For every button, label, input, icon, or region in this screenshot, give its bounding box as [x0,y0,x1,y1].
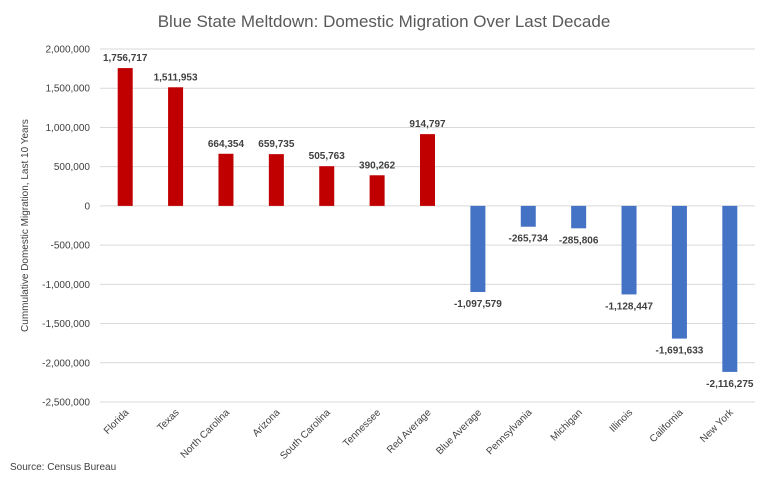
data-label: 1,511,953 [154,72,198,83]
y-tick-label: -2,000,000 [42,358,90,369]
y-tick-label: 1,000,000 [46,123,91,134]
x-category-label: Texas [155,407,181,433]
data-label: -265,734 [509,234,549,245]
y-tick-label: -1,500,000 [42,319,90,330]
x-category-label: North Carolina [179,407,233,461]
x-category-label: New York [698,407,736,445]
bar-blue-average [470,205,486,292]
y-tick-label: 0 [84,201,90,212]
y-axis-ticks: 2,000,000 1,500,000 1,000,000 500,000 0 -500,… [42,45,90,409]
bar-california [671,205,687,339]
bar-illinois [621,205,637,295]
bar-texas [168,87,184,206]
bar-tennessee [369,175,385,206]
data-label: 1,756,717 [103,53,148,64]
bar-florida [117,68,133,206]
data-label: 505,763 [309,151,346,162]
data-label: -1,691,633 [656,346,704,357]
data-label: 914,797 [409,119,446,130]
data-label: -2,116,275 [706,379,754,390]
y-tick-label: 1,500,000 [46,84,91,95]
y-tick-label: 2,000,000 [46,45,91,56]
data-label: 664,354 [208,139,245,150]
data-label: -1,097,579 [454,299,502,310]
x-category-label: Red Average [385,407,434,456]
x-category-label: Illinois [608,407,635,434]
x-category-label: California [648,407,686,445]
y-tick-label: -2,500,000 [42,398,90,409]
data-label: -1,128,447 [605,301,653,312]
y-tick-label: -500,000 [51,241,91,252]
data-label: -285,806 [559,235,599,246]
bar-new-york [722,205,738,372]
y-tick-label: -1,000,000 [42,280,90,291]
bar-south-carolina [319,166,335,206]
x-category-label: Michigan [549,407,585,443]
data-labels: 1,756,717 1,511,953 664,354 659,735 505,763 3… [103,53,754,390]
y-axis-title: Cummulative Domestic Migration, Last 10 … [20,119,31,332]
x-category-label: Arizona [251,407,283,439]
bars [117,68,738,372]
data-label: 659,735 [258,139,295,150]
chart-title: Blue State Meltdown: Domestic Migration … [158,12,611,31]
bar-michigan [571,205,587,229]
data-label: 390,262 [359,160,396,171]
x-category-label: Pennsylvania [485,407,535,457]
bar-arizona [268,154,284,206]
x-category-label: Tennessee [341,407,383,449]
bar-north-carolina [218,153,234,206]
source-note: Source: Census Bureau [10,462,116,473]
bar-red-average [420,134,435,206]
x-category-label: Blue Average [434,407,484,457]
y-tick-label: 500,000 [54,162,91,173]
x-category-label: South Carolina [278,407,333,462]
bar-pennsylvania [520,205,536,227]
x-category-label: Florida [102,407,132,437]
